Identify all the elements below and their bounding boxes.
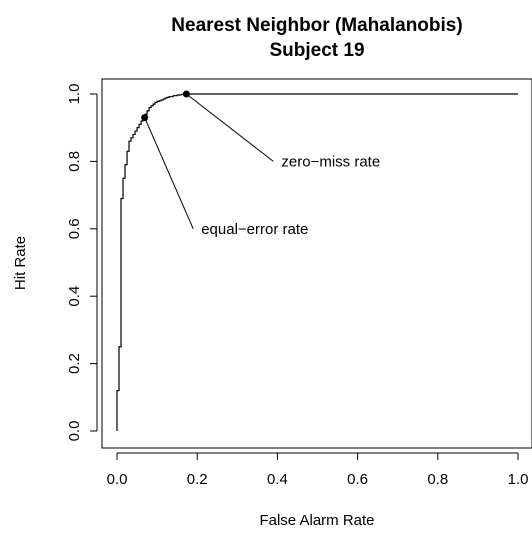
x-tick-label: 0.2 [187,471,208,488]
roc-curve-line [116,93,518,431]
chart-subtitle: Subject 19 [269,40,364,61]
y-axis: 0.0 0.2 0.4 0.6 0.8 1.0 [66,84,98,442]
y-tick-label: 0.2 [66,353,83,374]
x-axis: 0.0 0.2 0.4 0.6 0.8 1.0 [107,452,529,488]
y-axis-label: Hit Rate [12,236,29,290]
zero-miss-rate-label: zero−miss rate [281,153,380,170]
zero-miss-rate-point [182,90,190,98]
x-tick-label: 0.0 [107,471,128,488]
y-tick-label: 0.0 [66,421,83,442]
y-tick-label: 0.4 [66,286,83,307]
x-tick-label: 0.4 [267,471,288,488]
chart-title: Nearest Neighbor (Mahalanobis) [171,15,462,36]
y-tick-label: 1.0 [66,84,83,105]
equal-error-rate-point [141,114,149,122]
annotations: equal−error rate zero−miss rate [141,90,380,238]
x-tick-label: 0.8 [427,471,448,488]
y-tick-label: 0.8 [66,151,83,172]
zero-miss-rate-leader-line [186,93,274,162]
x-axis-label: False Alarm Rate [259,512,374,529]
equal-error-rate-label: equal−error rate [201,221,308,238]
plot-area [101,78,532,449]
x-tick-label: 0.6 [347,471,368,488]
y-tick-label: 0.6 [66,218,83,239]
equal-error-rate-leader-line [144,117,194,230]
x-tick-label: 1.0 [508,471,529,488]
